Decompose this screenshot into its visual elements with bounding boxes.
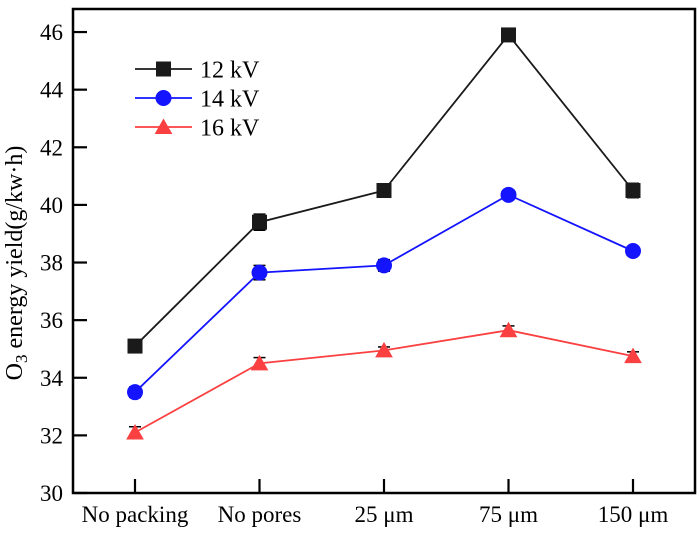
x-tick-label: No pores <box>218 502 302 527</box>
series-12-kv <box>127 27 641 354</box>
legend-label: 16 kV <box>200 115 260 141</box>
y-tick-label: 30 <box>40 481 63 506</box>
marker-circle <box>155 90 172 106</box>
x-tick-label: 75 μm <box>479 502 538 527</box>
x-tick-label: 150 μm <box>598 502 669 527</box>
marker-circle <box>376 257 392 274</box>
marker-triangle <box>154 118 173 134</box>
y-tick-label: 46 <box>40 20 63 45</box>
x-tick-label: No packing <box>82 502 189 527</box>
y-tick-label: 38 <box>40 251 63 276</box>
y-tick-label: 42 <box>40 135 63 160</box>
legend-item-14-kv: 14 kV <box>135 86 260 112</box>
series-16-kv <box>126 321 642 440</box>
legend: 12 kV 14 kV 16 kV <box>135 57 260 141</box>
x-tick-label: 25 μm <box>355 502 414 527</box>
y-tick-label: 36 <box>40 308 63 333</box>
legend-label: 14 kV <box>200 86 260 112</box>
y-axis: 30 32 34 36 38 40 42 44 46 <box>40 20 87 506</box>
y-tick-label: 40 <box>40 193 63 218</box>
y-tick-label: 44 <box>40 78 64 103</box>
legend-label: 12 kV <box>200 57 260 83</box>
marker-square <box>127 338 143 354</box>
marker-triangle <box>126 423 144 440</box>
y-tick-label: 32 <box>40 423 63 448</box>
series-14-kv <box>127 186 641 401</box>
marker-triangle <box>499 321 518 338</box>
legend-item-12-kv: 12 kV <box>135 57 260 83</box>
plot-frame <box>71 7 697 495</box>
legend-item-16-kv: 16 kV <box>135 115 260 141</box>
marker-triangle <box>624 347 642 364</box>
marker-circle <box>127 384 143 401</box>
marker-triangle <box>375 341 393 358</box>
marker-square <box>501 27 516 43</box>
series-line-14-kv <box>134 193 634 393</box>
marker-square <box>376 183 392 198</box>
marker-triangle <box>250 354 269 371</box>
marker-square <box>625 183 641 198</box>
y-tick-label: 34 <box>40 366 64 391</box>
marker-circle <box>625 243 641 259</box>
x-axis: No packing No pores 25 μm 75 μm 150 μm <box>82 479 669 527</box>
marker-square <box>156 61 171 77</box>
y-axis-label: O3 energy yield(g/kw·h) <box>2 146 31 381</box>
marker-circle <box>251 264 268 281</box>
marker-circle <box>500 186 517 203</box>
marker-square <box>252 214 267 230</box>
